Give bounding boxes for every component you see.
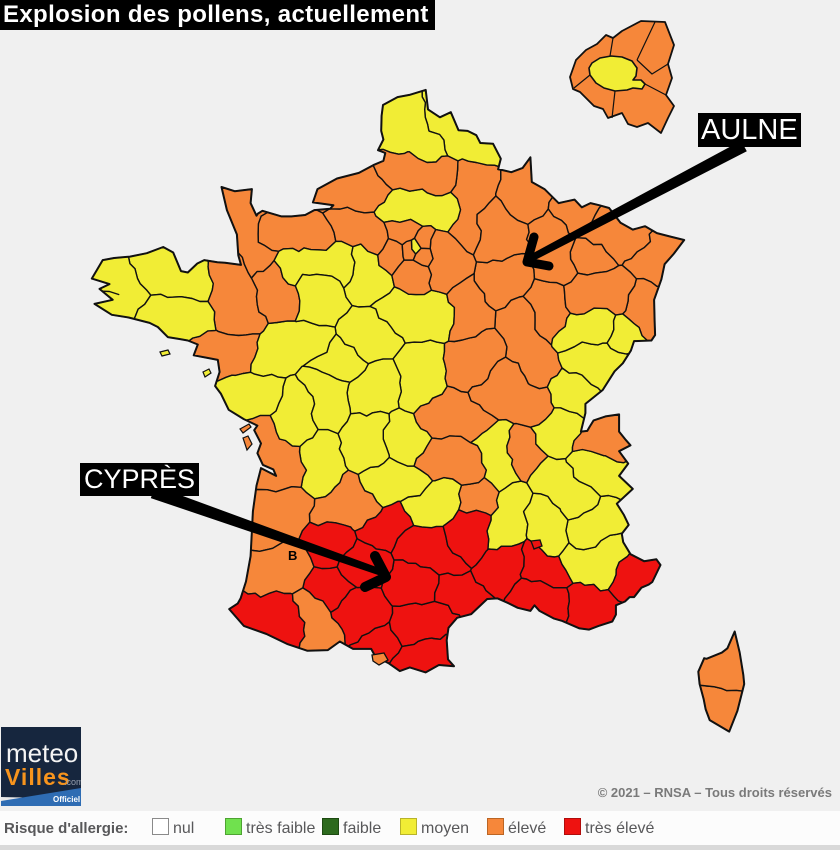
svg-text:B: B [288,548,297,563]
